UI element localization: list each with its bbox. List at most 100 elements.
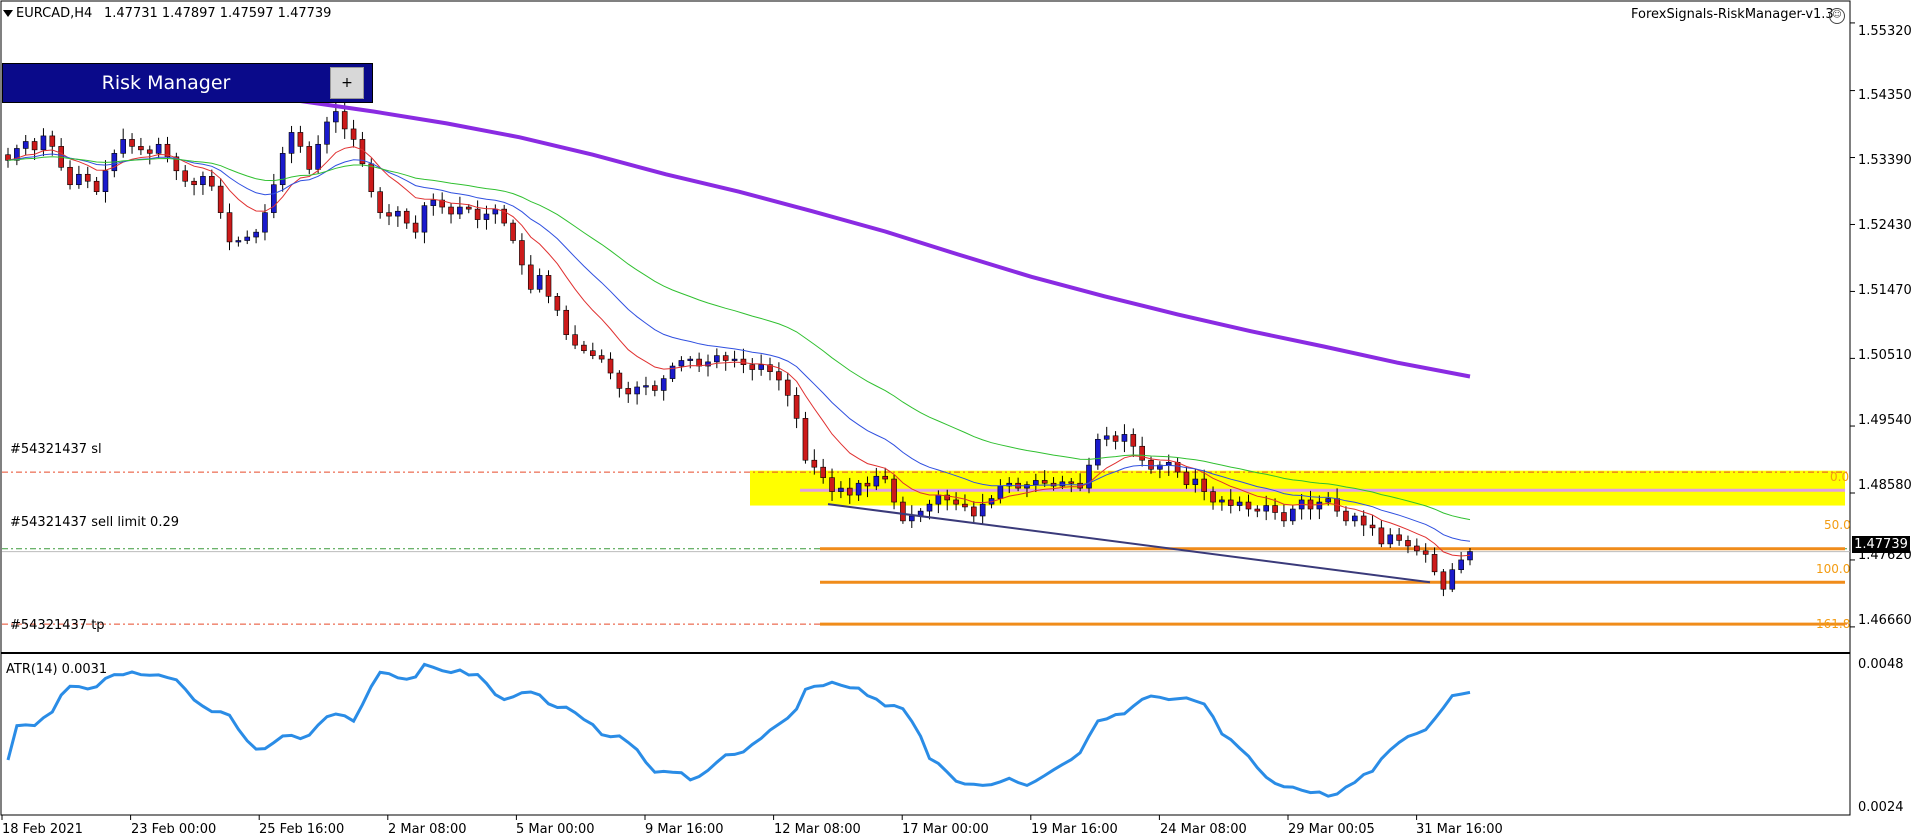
candle-body — [953, 499, 959, 505]
candle-body — [368, 163, 375, 192]
candle-body — [1360, 515, 1367, 526]
candle-body — [22, 141, 29, 149]
chart-menu-icon[interactable] — [3, 10, 13, 17]
candle-body — [403, 210, 410, 224]
candle-body — [288, 132, 295, 154]
candle-body — [873, 475, 880, 487]
candle-body — [102, 170, 109, 192]
candle-body — [776, 371, 782, 381]
candle-body — [324, 121, 330, 145]
risk-manager-panel[interactable]: Risk Manager + — [2, 63, 373, 103]
candle-body — [891, 478, 897, 503]
candle-body — [315, 143, 321, 170]
candle-body — [820, 466, 826, 478]
candle-body — [1325, 498, 1332, 503]
candle-body — [1033, 480, 1039, 485]
current-price-tag: 1.47739 — [1852, 536, 1910, 553]
candle-body — [84, 173, 91, 182]
candle-body — [341, 111, 348, 130]
candle-body — [1343, 510, 1349, 522]
candle-body — [1352, 515, 1358, 522]
candle-body — [217, 185, 224, 213]
candle-body — [377, 191, 383, 213]
candle-body — [5, 154, 11, 161]
candle-body — [465, 206, 472, 210]
candle-body — [846, 487, 853, 496]
time-tick: 17 Mar 00:00 — [902, 822, 989, 837]
candle-body — [253, 231, 259, 238]
candle-body — [1183, 471, 1190, 485]
candle-body — [1272, 505, 1278, 513]
candle-body — [784, 379, 791, 396]
candle-body — [598, 355, 605, 360]
candle-body — [1227, 499, 1234, 506]
candle-body — [882, 475, 889, 480]
candle-body — [279, 153, 286, 186]
candle-body — [740, 358, 747, 365]
candle-body — [155, 143, 162, 154]
candle-body — [908, 515, 915, 522]
candle-body — [1414, 545, 1420, 552]
candle-body — [67, 166, 73, 186]
candle-body — [146, 149, 153, 154]
candle-body — [1192, 478, 1199, 485]
candle-body — [350, 128, 357, 140]
candle-body — [31, 141, 38, 151]
candle-body — [811, 459, 818, 468]
candle-body — [1263, 505, 1270, 512]
candle-body — [979, 503, 986, 517]
candle-body — [607, 358, 614, 374]
trend-line — [827, 503, 1431, 584]
candle-body — [474, 208, 481, 220]
price-tick: 1.55320 — [1858, 24, 1912, 39]
candle-body — [510, 222, 516, 241]
candle-body — [1068, 481, 1075, 484]
candle-body — [900, 501, 906, 522]
ma-mid-line — [7, 153, 1471, 542]
candle-body — [1387, 534, 1394, 545]
candle-body — [1449, 569, 1456, 590]
candle-body — [386, 212, 392, 217]
risk-manager-expand-button[interactable]: + — [330, 67, 364, 99]
candle-body — [1405, 540, 1411, 547]
candle-body — [492, 208, 499, 215]
candle-body — [1059, 481, 1066, 487]
candle-body — [616, 372, 623, 389]
candle-body — [120, 139, 126, 154]
candle-body — [1458, 559, 1464, 571]
time-tick: 31 Mar 16:00 — [1416, 822, 1503, 837]
candle-body — [501, 208, 507, 224]
candle-body — [129, 139, 135, 147]
risk-manager-title[interactable]: Risk Manager — [101, 72, 231, 94]
time-tick: 18 Feb 2021 — [2, 822, 83, 837]
chart-symbol: EURCAD,H4 — [16, 6, 93, 21]
candle-body — [838, 487, 844, 492]
price-tick: 1.53390 — [1858, 153, 1912, 168]
candle-body — [660, 378, 667, 391]
time-tick: 29 Mar 00:05 — [1288, 822, 1375, 837]
time-tick: 12 Mar 08:00 — [774, 822, 861, 837]
candle-body — [49, 135, 56, 147]
candle-body — [696, 358, 702, 367]
candle-body — [652, 385, 658, 391]
candle-body — [76, 173, 82, 186]
candle-body — [1369, 524, 1376, 529]
candle-body — [421, 205, 428, 233]
candle-body — [457, 206, 463, 215]
candle-body — [244, 236, 251, 241]
candle-body — [527, 264, 534, 290]
price-tick: 1.48580 — [1858, 478, 1912, 493]
candle-body — [1289, 508, 1296, 522]
time-tick: 2 Mar 08:00 — [388, 822, 467, 837]
candle-body — [173, 156, 180, 172]
fib-level-100: 100.0 — [1816, 562, 1851, 576]
candle-body — [1431, 554, 1438, 573]
candle-body — [1219, 499, 1225, 503]
candle-body — [767, 364, 773, 372]
fib-level-50: 50.0 — [1824, 518, 1851, 532]
atr-line — [6, 662, 1471, 798]
candle-body — [802, 418, 809, 461]
candle-body — [749, 364, 756, 370]
atr-tick-top: 0.0048 — [1858, 657, 1904, 672]
